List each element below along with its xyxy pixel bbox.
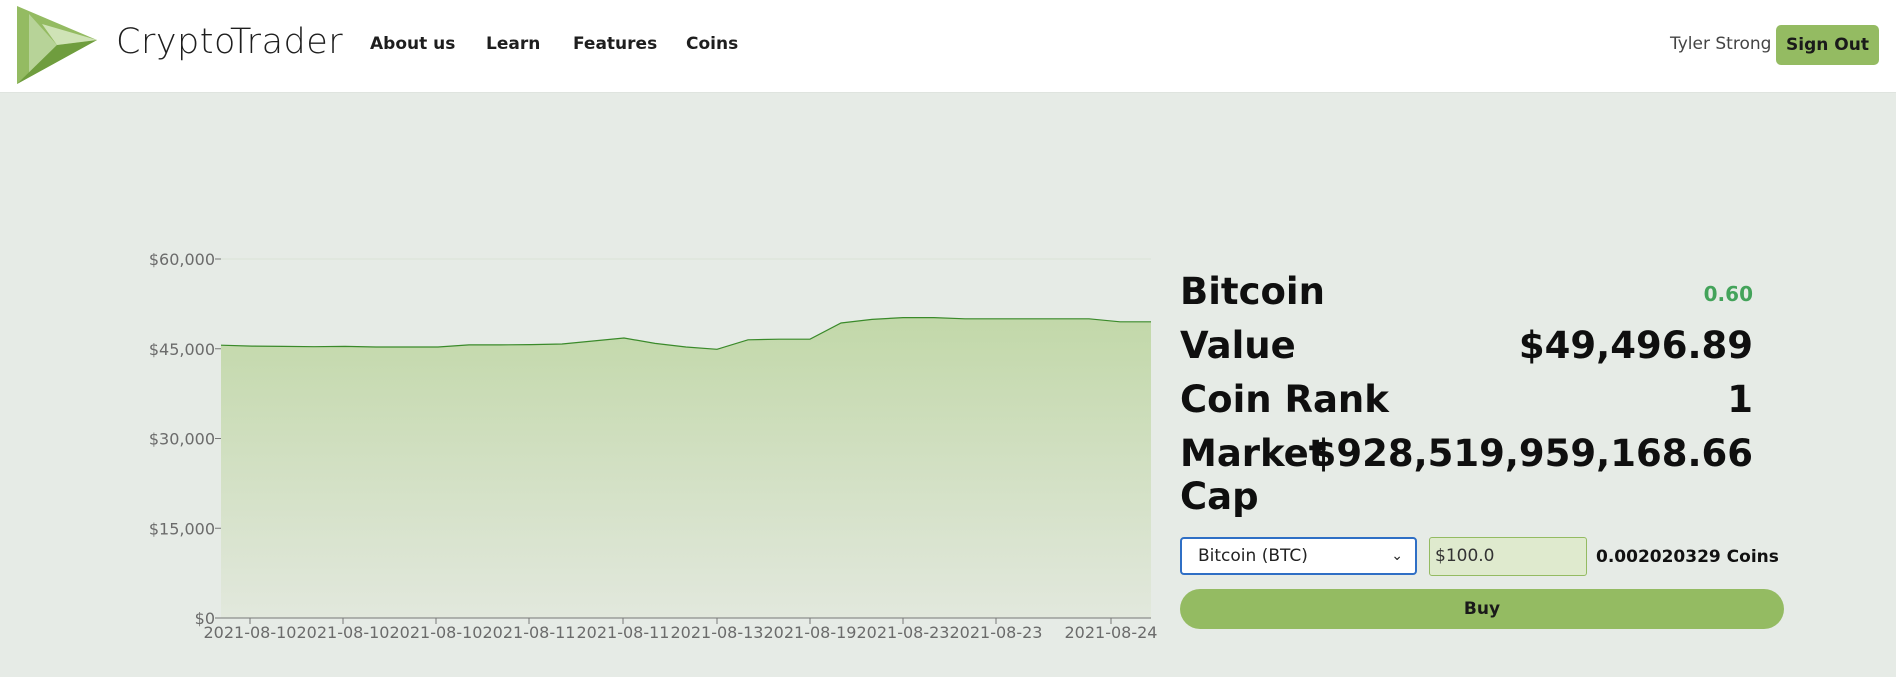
- price-line: [220, 317, 1151, 350]
- price-area: [221, 317, 1151, 618]
- coin-info: Bitcoin 0.60 Value $49,496.89 Coin Rank …: [1180, 270, 1753, 522]
- user-name: Tyler Strong: [1670, 34, 1772, 54]
- x-tick-label: 2021-08-13: [671, 623, 764, 642]
- market-cap-label-line2: Cap: [1180, 475, 1259, 518]
- coin-change: 0.60: [1703, 282, 1753, 306]
- logo-icon[interactable]: [17, 6, 97, 84]
- nav-about-us[interactable]: About us: [370, 34, 456, 54]
- x-tick-label: 2021-08-23: [857, 623, 950, 642]
- rank-row: Coin Rank 1: [1180, 378, 1753, 432]
- x-tick-label: 2021-08-10: [390, 623, 483, 642]
- y-tick-label: $30,000: [149, 430, 215, 449]
- coin-name: Bitcoin: [1180, 270, 1325, 313]
- value-row: Value $49,496.89: [1180, 324, 1753, 378]
- x-tick-label: 2021-08-23: [950, 623, 1043, 642]
- coin-value: $49,496.89: [1518, 324, 1753, 367]
- coin-rank: 1: [1727, 378, 1753, 421]
- coin-select-value: Bitcoin (BTC): [1198, 546, 1308, 566]
- x-tick-label: 2021-08-10: [297, 623, 390, 642]
- coin-name-row: Bitcoin 0.60: [1180, 270, 1753, 324]
- market-cap-label: Market Cap: [1180, 432, 1753, 518]
- market-cap-row: Market Cap $928,519,959,168.66: [1180, 432, 1753, 522]
- price-chart: $0 $15,000 $30,000 $45,000 $60,000 2021-08-10…: [0, 92, 1170, 673]
- navbar: CryptoTrader About us Learn Features Coi…: [0, 0, 1896, 93]
- y-tick-label: $15,000: [149, 519, 215, 538]
- y-tick-label: $60,000: [149, 250, 215, 269]
- x-tick-label: 2021-08-10: [204, 623, 297, 642]
- market-cap-label-line1: Market: [1180, 432, 1327, 475]
- nav-features[interactable]: Features: [573, 34, 658, 54]
- nav-coins[interactable]: Coins: [686, 34, 739, 54]
- y-tick-label: $45,000: [149, 340, 215, 359]
- y-tick-label: $0: [195, 609, 215, 628]
- coins-result: 0.002020329 Coins: [1596, 547, 1779, 567]
- x-tick-label: 2021-08-11: [483, 623, 576, 642]
- coin-select[interactable]: Bitcoin (BTC) ⌄: [1180, 537, 1417, 575]
- buy-button[interactable]: Buy: [1180, 589, 1784, 629]
- value-label: Value: [1180, 324, 1296, 367]
- market-cap-value: $928,519,959,168.66: [1310, 432, 1753, 475]
- amount-input[interactable]: $100.0: [1429, 537, 1587, 576]
- x-tick-label: 2021-08-24: [1065, 623, 1158, 642]
- price-chart-svg: $0 $15,000 $30,000 $45,000 $60,000 2021-08-10…: [149, 250, 1158, 642]
- x-tick-label: 2021-08-11: [577, 623, 670, 642]
- x-tick-label: 2021-08-19: [764, 623, 857, 642]
- nav-learn[interactable]: Learn: [486, 34, 541, 54]
- brand-name[interactable]: CryptoTrader: [116, 22, 344, 62]
- sign-out-button[interactable]: Sign Out: [1776, 25, 1879, 65]
- chevron-down-icon: ⌄: [1391, 548, 1403, 564]
- rank-label: Coin Rank: [1180, 378, 1389, 421]
